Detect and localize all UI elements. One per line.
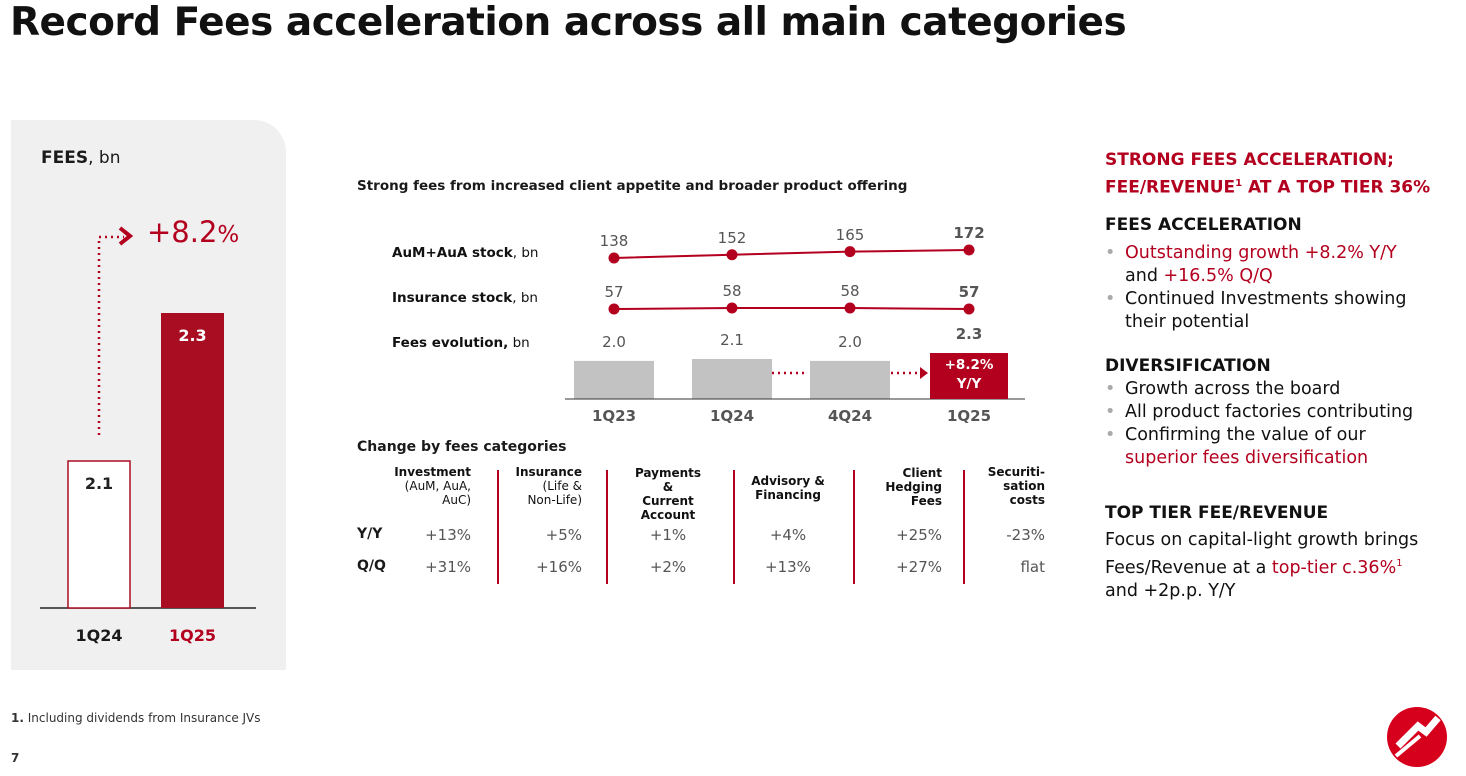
table-header-4: Client Hedging Fees: [885, 466, 942, 508]
table-cell-1-3: +13%: [765, 558, 811, 576]
series-1-point-1Q23: [608, 303, 620, 315]
series-0-line: [613, 249, 970, 259]
bar-1q25: [161, 313, 224, 608]
table-cell-0-2: +1%: [649, 526, 687, 544]
table-row-label-1: Q/Q: [357, 558, 386, 574]
table-separator-1: [606, 470, 608, 584]
table-cell-0-0: +13%: [425, 526, 471, 544]
section-fees-acceleration: FEES ACCELERATION: [1105, 215, 1302, 235]
section-top-tier: TOP TIER FEE/REVENUE: [1105, 503, 1329, 523]
table-cell-0-3: +4%: [769, 526, 807, 544]
table-header-2: Payments & Current Account: [634, 466, 702, 522]
table-header-0: Investment (AuM, AuA, AuC): [394, 465, 471, 507]
series-1-label-1Q25: 57: [958, 283, 980, 301]
series-0-label-4Q24: 165: [835, 225, 865, 244]
page-number: 7: [11, 751, 20, 765]
fees-bar-1Q23: [574, 360, 654, 399]
series-0-point-4Q24: [844, 246, 856, 258]
table-separator-4: [963, 470, 965, 584]
series-0-label-1Q25: 172: [953, 224, 985, 242]
series-0-point-1Q23: [608, 252, 620, 264]
table-cell-1-5: flat: [1020, 558, 1045, 576]
fees-bar-4Q24: [810, 360, 890, 399]
table-separator-0: [497, 470, 499, 584]
section-diversification: DIVERSIFICATION: [1105, 356, 1271, 376]
fees-bar-label-1Q25: 2.3: [955, 325, 983, 343]
x-label-1Q25: 1Q25: [946, 407, 992, 425]
page-title: Record Fees acceleration across all main…: [10, 0, 1127, 45]
fees-panel: [11, 120, 286, 670]
x-label-1Q23: 1Q23: [591, 407, 637, 425]
table-header-3: Advisory & Financing: [751, 474, 825, 502]
table-cell-1-4: +27%: [896, 558, 942, 576]
table-cell-0-5: -23%: [1006, 526, 1045, 544]
fees-bar-label-1Q23: 2.0: [602, 332, 626, 351]
series-label-fees: Fees evolution, bn: [392, 335, 530, 351]
growth-label: +8.2%: [147, 215, 240, 249]
fees-line-chart: [565, 244, 1025, 400]
table-row-label-0: Y/Y: [357, 526, 383, 542]
series-0-point-1Q24: [726, 249, 738, 261]
top-tier-text: Focus on capital-light growth brings Fee…: [1105, 530, 1419, 601]
series-1-label-4Q24: 58: [840, 282, 860, 300]
x-label-1Q24: 1Q24: [709, 407, 755, 425]
series-0-label-1Q23: 138: [599, 232, 629, 250]
bar-1q25-label: 2.3: [178, 326, 207, 345]
series-1-line: [613, 307, 970, 310]
x-label-1q24: 1Q24: [75, 626, 123, 645]
table-cell-1-0: +31%: [425, 558, 471, 576]
footnote: 1. Including dividends from Insurance JV…: [11, 711, 261, 725]
chart-title: Strong fees from increased client appeti…: [357, 178, 908, 194]
fees-acceleration-bullets: • Outstanding growth +8.2% Y/Y and +16.5%…: [1105, 243, 1407, 332]
fees-bar-1Q24: [692, 359, 772, 399]
x-label-4Q24: 4Q24: [827, 407, 873, 425]
series-1-point-1Q25: [963, 303, 975, 315]
bank-logo-icon: [1387, 707, 1447, 767]
table-header-1: Insurance (Life & Non-Life): [515, 465, 582, 507]
series-1-point-1Q24: [726, 302, 738, 314]
table-header-5: Securiti-sation costs: [987, 465, 1045, 507]
fees-label: FEES, bn: [41, 148, 121, 168]
right-heading: STRONG FEES ACCELERATION; FEE/REVENUE1 A…: [1105, 150, 1431, 198]
series-label-insurance: Insurance stock, bn: [392, 290, 538, 306]
left-growth-arrow: [40, 226, 256, 609]
table-separator-2: [733, 470, 735, 584]
fees-bar-label-1Q24: 2.1: [720, 331, 744, 349]
growth-badge: +8.2% Y/Y: [930, 353, 1008, 399]
table-separator-3: [853, 470, 855, 584]
series-1-label-1Q24: 58: [722, 282, 742, 300]
series-0-label-1Q24: 152: [717, 228, 747, 247]
bar-1q24-label: 2.1: [84, 474, 114, 493]
table-cell-1-1: +16%: [536, 558, 582, 576]
table-title: Change by fees categories: [357, 439, 567, 455]
fees-bar-label-4Q24: 2.0: [838, 332, 862, 351]
table-cell-0-1: +5%: [545, 526, 582, 544]
series-1-point-4Q24: [844, 302, 856, 314]
series-label-aum: AuM+AuA stock, bn: [392, 245, 539, 261]
diversification-bullets: • Growth across the board • All product fa…: [1105, 379, 1414, 468]
table-cell-1-2: +2%: [649, 558, 687, 576]
table-cell-0-4: +25%: [896, 526, 942, 544]
bar-1q24: [67, 460, 131, 609]
series-1-label-1Q23: 57: [604, 283, 624, 301]
x-label-1q25: 1Q25: [169, 626, 216, 645]
series-0-point-1Q25: [963, 244, 975, 256]
dotted-arrow-head: [920, 367, 928, 379]
